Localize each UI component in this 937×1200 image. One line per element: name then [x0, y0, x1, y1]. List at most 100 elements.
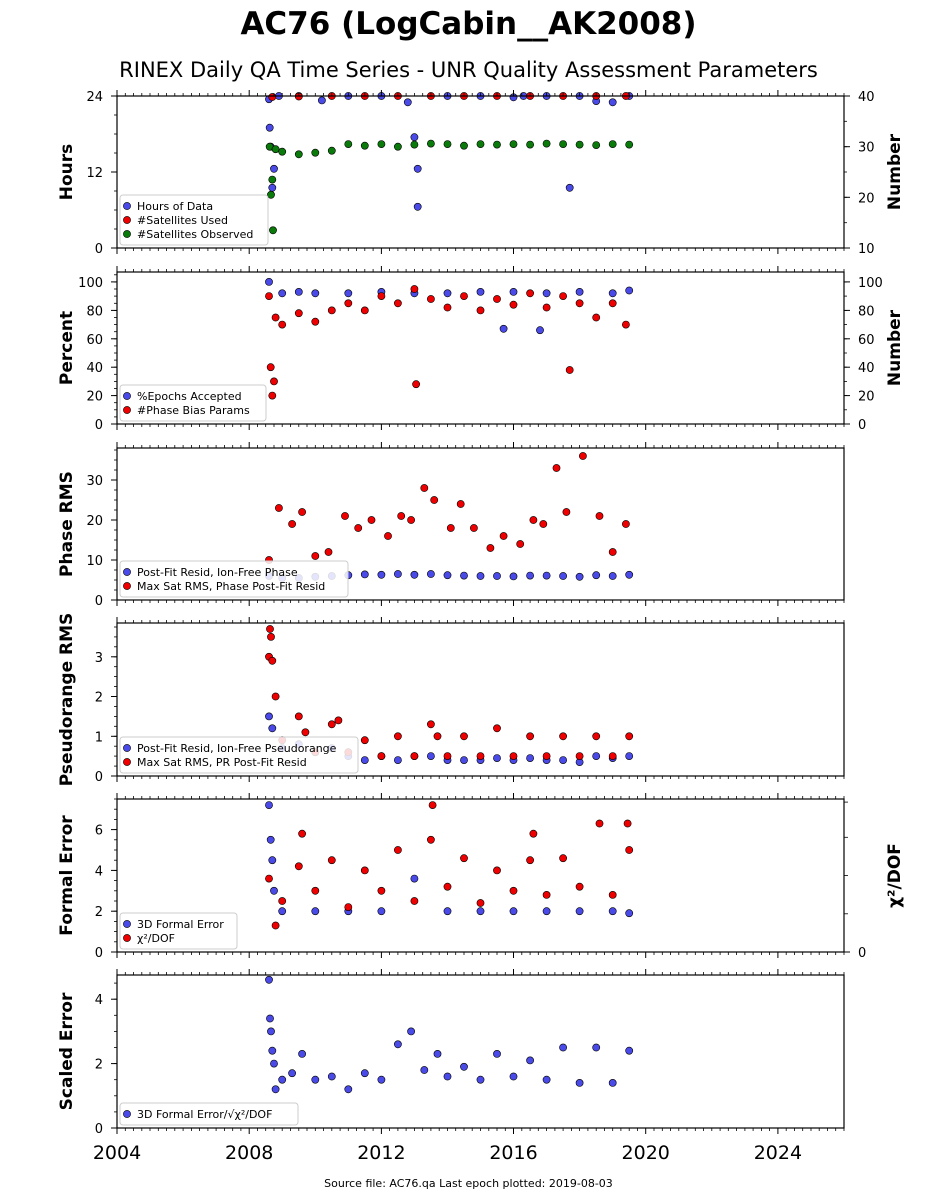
data-point: [625, 752, 634, 760]
data-point: [266, 363, 275, 372]
legend: 3D Formal Error/√χ²/DOF: [119, 1102, 299, 1126]
legend-entry: Max Sat RMS, PR Post-Fit Resid: [137, 756, 307, 769]
data-point: [413, 202, 422, 211]
data-point: [460, 292, 468, 300]
data-point: [393, 299, 402, 308]
data-point: [476, 907, 485, 916]
y-right-tick-label: 100: [858, 276, 883, 291]
data-point: [499, 324, 508, 333]
data-point: [311, 1075, 320, 1084]
data-point: [294, 712, 303, 721]
data-point: [592, 141, 601, 149]
data-point: [443, 571, 452, 580]
data-point: [608, 1079, 617, 1087]
data-point: [575, 140, 584, 149]
legend-entry: %Epochs Accepted: [137, 390, 242, 403]
x-tick-label: 2020: [622, 1142, 670, 1164]
panel-4: 0 1 2 3 Pseudorange RMS Post-Fit Resid, Ion-F…: [57, 613, 845, 786]
y-tick-label: 2: [95, 1058, 103, 1073]
data-point: [420, 484, 429, 492]
scatter-points: [265, 277, 634, 400]
data-point: [426, 570, 435, 578]
y-tick-label: 2: [95, 691, 103, 706]
data-point: [377, 1075, 386, 1084]
data-point: [311, 289, 320, 298]
data-point: [344, 1085, 353, 1094]
data-point: [526, 1056, 534, 1065]
legend-entry: Max Sat RMS, Phase Post-Fit Resid: [137, 580, 325, 593]
data-point: [499, 532, 508, 540]
data-point: [344, 140, 353, 148]
data-point: [559, 854, 567, 863]
data-point: [410, 140, 419, 149]
legend-entry: #Phase Bias Params: [137, 404, 250, 417]
data-point: [410, 570, 419, 579]
panel-2: 0 20 40 60 80 100 0 20 40 60 80 100 Percent Number %Ep…: [57, 266, 905, 433]
data-point: [526, 754, 534, 762]
data-point: [267, 190, 275, 199]
data-point: [266, 835, 275, 844]
x-ticks: [116, 617, 845, 782]
data-point: [426, 835, 435, 844]
data-point: [509, 140, 518, 148]
data-point: [393, 142, 402, 151]
data-point: [542, 289, 551, 298]
y-tick-label: 3: [95, 651, 103, 666]
data-point: [443, 752, 452, 760]
data-point: [592, 313, 601, 322]
data-point: [268, 391, 277, 400]
y-axis-label: Formal Error: [57, 815, 77, 936]
data-point: [443, 907, 452, 916]
y-ticks-left: 0 10 20 30: [86, 449, 117, 609]
legend-marker: [123, 582, 131, 590]
data-point: [327, 856, 336, 865]
data-point: [294, 309, 303, 318]
data-point: [595, 512, 604, 520]
data-point: [509, 907, 518, 916]
scatter-points: [265, 92, 634, 235]
chart-title: AC76 (LogCabin__AK2008): [240, 6, 697, 42]
data-point: [377, 292, 386, 300]
data-point: [575, 572, 584, 581]
data-point: [592, 1043, 601, 1052]
data-point: [393, 846, 402, 854]
data-point: [265, 975, 273, 984]
data-point: [460, 756, 468, 764]
y-ticks-left: 0 12 24: [86, 90, 117, 257]
y-tick-label: 0: [95, 242, 103, 257]
y-right-tick-label: 0: [858, 418, 866, 433]
data-point: [360, 756, 369, 764]
y-tick-label: 100: [78, 276, 103, 291]
y-ticks-left: 0 1 2 3: [95, 626, 117, 785]
data-point: [542, 752, 551, 760]
data-point: [625, 846, 634, 854]
legend-entry: 3D Formal Error/√χ²/DOF: [137, 1108, 272, 1121]
data-point: [413, 164, 422, 173]
data-point: [493, 295, 501, 303]
y-tick-label: 4: [95, 993, 103, 1008]
data-point: [311, 317, 320, 326]
data-point: [268, 656, 277, 665]
data-point: [298, 1050, 306, 1058]
data-point: [265, 801, 273, 809]
data-point: [575, 907, 584, 916]
y-ticks-left: 0 2 4 6: [95, 798, 117, 961]
y-right-tick-label: 10: [858, 242, 875, 257]
scatter-points: [265, 801, 634, 930]
data-point: [274, 504, 283, 512]
y-right-tick-label: 30: [858, 141, 875, 156]
data-point: [559, 732, 567, 741]
data-point: [433, 732, 442, 741]
data-point: [265, 277, 273, 286]
data-point: [608, 299, 617, 308]
data-point: [327, 1072, 336, 1081]
legend-marker: [123, 920, 131, 928]
data-point: [460, 571, 468, 580]
data-point: [592, 752, 601, 760]
y-tick-label: 1: [95, 730, 103, 745]
data-point: [393, 1040, 402, 1049]
data-point: [360, 1069, 369, 1078]
legend: Post-Fit Resid, Ion-Free PseudorangeMax …: [119, 736, 359, 774]
data-point: [344, 289, 353, 298]
